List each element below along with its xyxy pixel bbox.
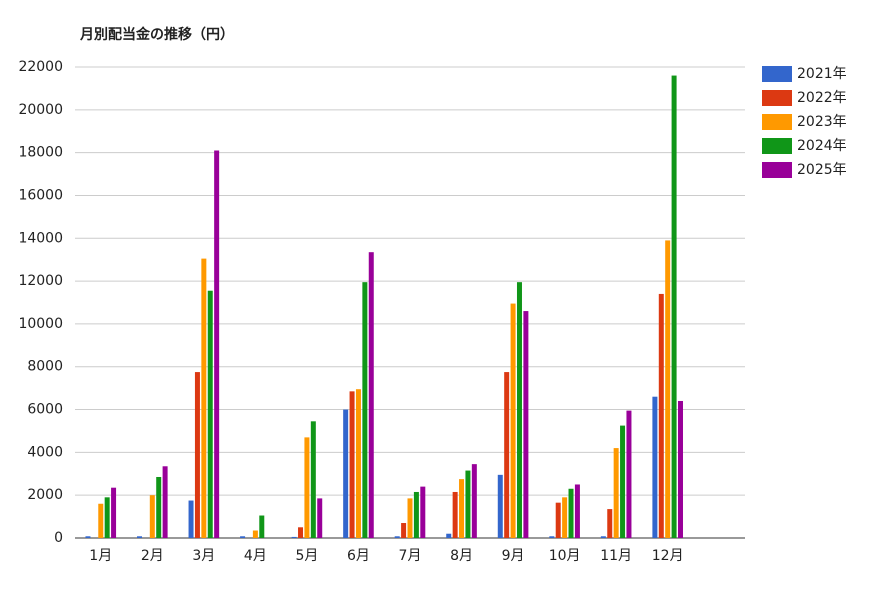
bar: [104, 497, 110, 538]
chart-title: 月別配当金の推移（円）: [79, 26, 234, 43]
bar: [207, 290, 213, 538]
legend-swatch: [762, 162, 792, 178]
x-tick-label: 4月: [244, 548, 267, 564]
bar: [510, 303, 516, 538]
bar: [149, 495, 155, 538]
y-tick-label: 8000: [27, 359, 63, 375]
bar: [574, 484, 580, 538]
x-tick-label: 1月: [89, 548, 112, 564]
bar: [291, 536, 297, 538]
bar: [394, 536, 400, 538]
bar: [471, 464, 477, 538]
bar: [504, 372, 510, 538]
legend-label: 2022年: [797, 90, 847, 106]
bar: [156, 476, 162, 538]
bar: [607, 509, 613, 538]
y-tick-label: 0: [54, 530, 63, 546]
bar: [549, 536, 555, 538]
bar: [446, 533, 452, 538]
x-tick-label: 3月: [192, 548, 215, 564]
bar: [98, 503, 104, 538]
bar: [626, 410, 632, 538]
x-tick-label: 11月: [600, 548, 632, 564]
bar: [343, 409, 349, 538]
bar: [214, 150, 220, 538]
bar: [652, 396, 658, 538]
bar: [111, 487, 117, 538]
y-tick-label: 2000: [27, 487, 63, 503]
legend-label: 2024年: [797, 138, 847, 154]
x-tick-label: 10月: [549, 548, 581, 564]
bar: [497, 474, 503, 538]
bar: [459, 479, 465, 538]
legend-swatch: [762, 138, 792, 154]
y-tick-label: 18000: [18, 145, 63, 161]
bar: [413, 491, 419, 538]
x-tick-label: 5月: [295, 548, 318, 564]
bar: [368, 252, 374, 538]
y-tick-label: 22000: [18, 59, 63, 75]
legend-swatch: [762, 66, 792, 82]
x-tick-label: 7月: [399, 548, 422, 564]
bar: [420, 486, 426, 538]
y-tick-label: 16000: [18, 187, 63, 203]
bar: [658, 293, 664, 538]
y-tick-label: 4000: [27, 444, 63, 460]
y-tick-label: 10000: [18, 316, 63, 332]
bar: [516, 282, 522, 538]
bar: [562, 497, 568, 538]
y-tick-label: 12000: [18, 273, 63, 289]
bar: [362, 282, 368, 538]
bar: [252, 530, 258, 538]
x-tick-label: 12月: [652, 548, 684, 564]
bar: [355, 389, 361, 538]
bar: [677, 400, 683, 538]
x-tick-label: 8月: [450, 548, 473, 564]
bar: [304, 437, 310, 538]
bar: [555, 502, 561, 538]
bar: [201, 258, 207, 538]
bar: [620, 425, 626, 538]
x-tick-label: 2月: [141, 548, 164, 564]
bar: [188, 500, 194, 538]
x-tick-label: 9月: [502, 548, 525, 564]
bar: [349, 391, 355, 538]
bar: [85, 536, 91, 538]
bar: [259, 515, 265, 538]
legend-swatch: [762, 90, 792, 106]
bar: [317, 498, 323, 538]
bar: [600, 536, 606, 538]
bar: [162, 466, 168, 538]
bar: [298, 527, 304, 538]
bar: [665, 240, 671, 538]
bar: [240, 536, 246, 538]
bar: [568, 488, 574, 538]
bar: [401, 523, 407, 538]
y-tick-label: 14000: [18, 230, 63, 246]
bar: [523, 311, 529, 538]
legend-label: 2023年: [797, 114, 847, 130]
bar: [613, 448, 619, 538]
legend-label: 2021年: [797, 66, 847, 82]
legend-label: 2025年: [797, 162, 847, 178]
x-tick-label: 6月: [347, 548, 370, 564]
bar: [465, 470, 471, 538]
bar: [137, 536, 143, 538]
bar: [310, 421, 316, 538]
bar: [194, 372, 200, 538]
y-tick-label: 6000: [27, 402, 63, 418]
bar: [407, 498, 413, 538]
legend-swatch: [762, 114, 792, 130]
bar: [452, 491, 458, 538]
y-tick-label: 20000: [18, 102, 63, 118]
bar: [671, 75, 677, 539]
